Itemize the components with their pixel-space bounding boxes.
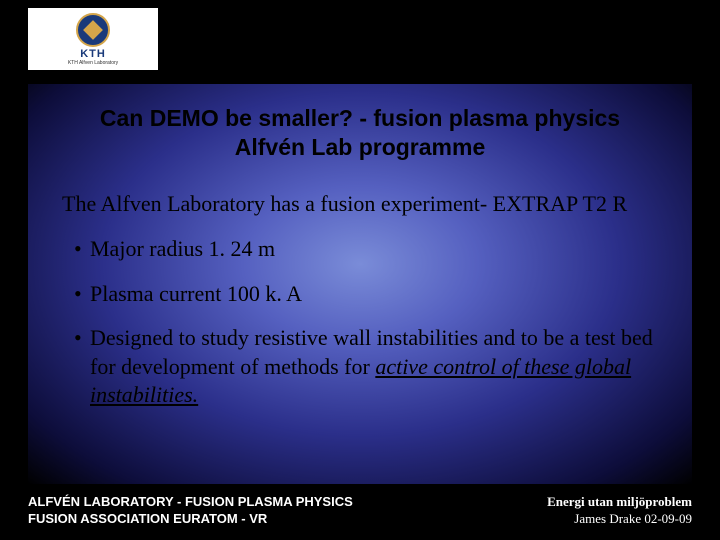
bullet-item: Major radius 1. 24 m bbox=[76, 235, 658, 264]
bullet-item: Designed to study resistive wall instabi… bbox=[76, 324, 658, 410]
logo-area: KTH KTH Alfven Laboratory bbox=[28, 8, 158, 70]
footer-left-line2: FUSION ASSOCIATION EURATOM - VR bbox=[28, 510, 353, 528]
footer-left: ALFVÉN LABORATORY - FUSION PLASMA PHYSIC… bbox=[28, 493, 353, 528]
bullet-list: Major radius 1. 24 m Plasma current 100 … bbox=[62, 235, 658, 410]
slide-title-line2: Alfvén Lab programme bbox=[235, 134, 486, 160]
slide-title-line1: Can DEMO be smaller? - fusion plasma phy… bbox=[100, 105, 620, 131]
footer: ALFVÉN LABORATORY - FUSION PLASMA PHYSIC… bbox=[28, 493, 692, 528]
bullet-item: Plasma current 100 k. A bbox=[76, 280, 658, 309]
content-panel: Can DEMO be smaller? - fusion plasma phy… bbox=[28, 84, 692, 484]
footer-right: Energi utan miljöproblem James Drake 02-… bbox=[547, 493, 692, 528]
footer-right-line2: James Drake 02-09-09 bbox=[547, 510, 692, 528]
logo-text-kth: KTH bbox=[80, 48, 106, 60]
kth-crest-icon bbox=[76, 13, 110, 47]
footer-left-line1: ALFVÉN LABORATORY - FUSION PLASMA PHYSIC… bbox=[28, 493, 353, 511]
footer-author-rest: Drake 02-09-09 bbox=[606, 511, 692, 526]
footer-author-name: James bbox=[574, 511, 606, 526]
intro-text: The Alfven Laboratory has a fusion exper… bbox=[62, 190, 658, 218]
footer-right-line1: Energi utan miljöproblem bbox=[547, 493, 692, 511]
slide-title: Can DEMO be smaller? - fusion plasma phy… bbox=[62, 104, 658, 162]
logo-text-sub: KTH Alfven Laboratory bbox=[68, 60, 118, 66]
